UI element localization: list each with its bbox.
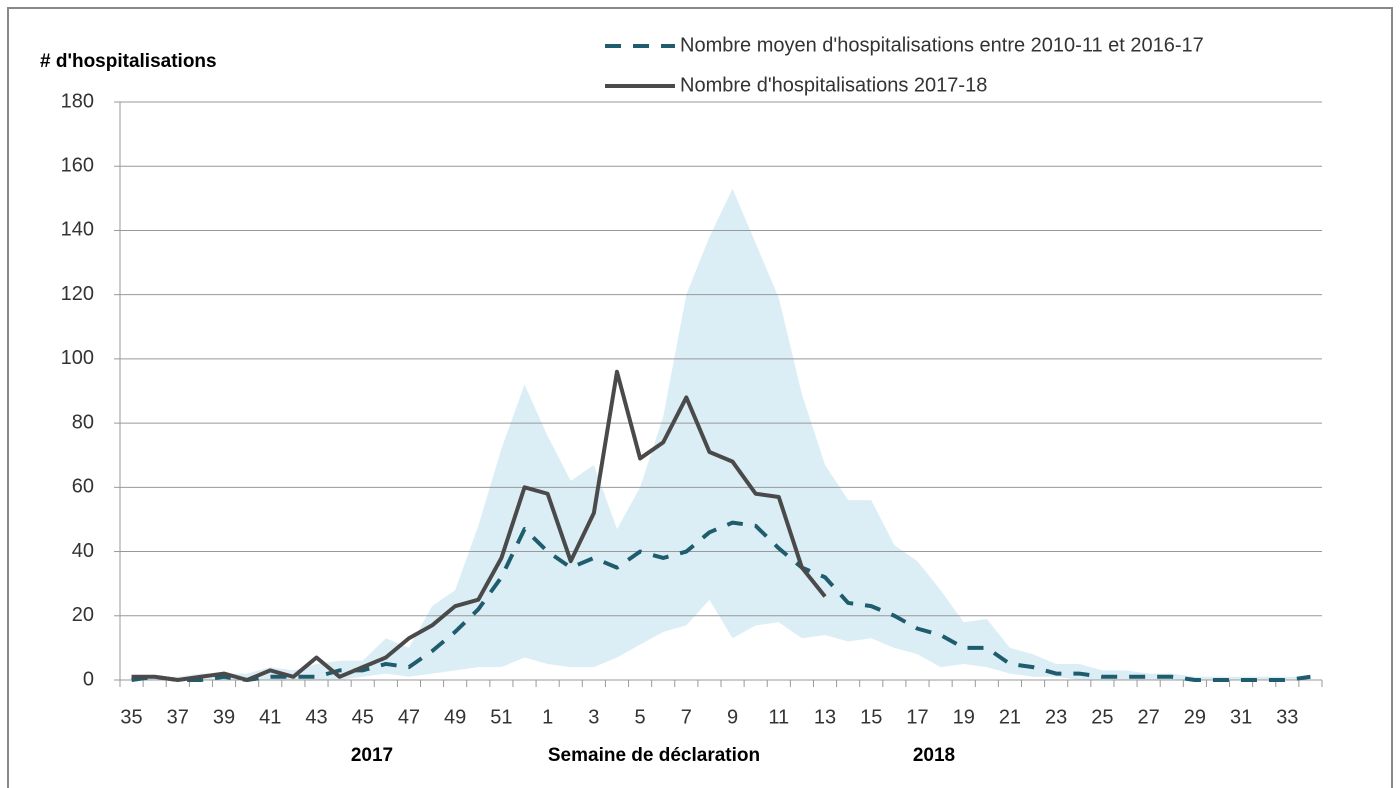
y-tick-label: 20 (72, 604, 94, 626)
x-axis-label: Semaine de déclaration (548, 745, 760, 766)
x-tick-label: 37 (167, 706, 189, 728)
x-tick-label: 33 (1276, 706, 1298, 728)
x-tick-label: 7 (681, 706, 692, 728)
x-tick-label: 21 (999, 706, 1021, 728)
x-tick-label: 1 (542, 706, 553, 728)
x-tick-label: 49 (444, 706, 466, 728)
legend-label: Nombre d'hospitalisations 2017-18 (680, 74, 987, 96)
x-tick-label: 45 (352, 706, 374, 728)
x-tick-label: 17 (906, 706, 928, 728)
x-tick-label: 29 (1184, 706, 1206, 728)
annotation: 2018 (913, 745, 955, 766)
x-tick-label: 35 (120, 706, 142, 728)
x-tick-label: 9 (727, 706, 738, 728)
x-tick-label: 11 (768, 706, 789, 728)
x-tick-label: 15 (860, 706, 882, 728)
x-tick-label: 27 (1138, 706, 1160, 728)
x-tick-label: 31 (1230, 706, 1252, 728)
x-tick-label: 5 (635, 706, 646, 728)
y-axis-label: # d'hospitalisations (40, 51, 217, 72)
y-tick-label: 60 (72, 476, 94, 498)
legend-label: Nombre moyen d'hospitalisations entre 20… (680, 34, 1204, 56)
x-tick-label: 3 (588, 706, 599, 728)
x-tick-label: 25 (1091, 706, 1113, 728)
series-line (131, 520, 1311, 682)
x-tick-label: 19 (953, 706, 975, 728)
x-tick-label: 39 (213, 706, 235, 728)
y-tick-label: 100 (61, 347, 94, 369)
x-tick-label: 13 (814, 706, 836, 728)
annotation: 2017 (351, 745, 393, 766)
y-tick-label: 0 (83, 668, 94, 690)
y-tick-label: 40 (72, 540, 94, 562)
y-tick-label: 140 (61, 219, 94, 241)
x-tick-label: 43 (305, 706, 327, 728)
x-tick-label: 47 (398, 706, 420, 728)
range-band (131, 188, 1311, 680)
x-tick-label: 23 (1045, 706, 1067, 728)
x-tick-label: 51 (490, 706, 512, 728)
x-tick-label: 41 (259, 706, 281, 728)
y-tick-label: 180 (61, 90, 94, 112)
y-tick-label: 120 (61, 283, 94, 305)
y-tick-label: 80 (72, 411, 94, 433)
y-tick-label: 160 (61, 155, 94, 177)
series-line (131, 369, 827, 682)
